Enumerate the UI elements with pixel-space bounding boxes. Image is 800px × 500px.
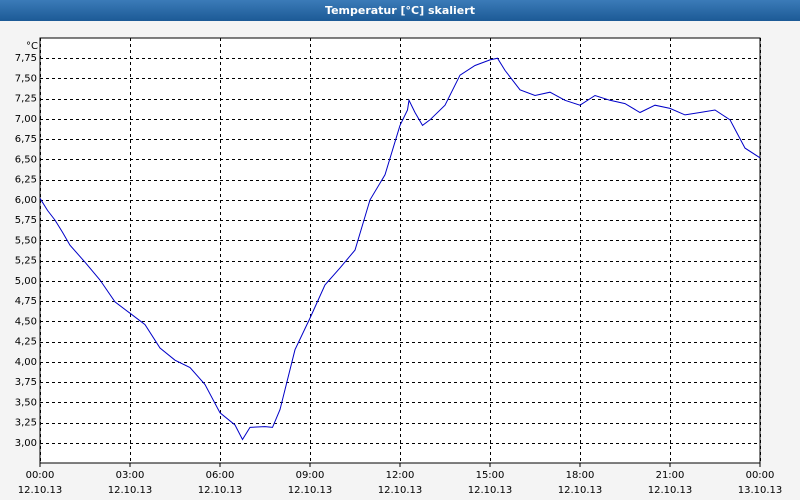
x-tick-label: 06:00 bbox=[206, 470, 235, 481]
y-tick-label: 5,25 bbox=[15, 256, 37, 267]
y-tick-label: 4,50 bbox=[15, 316, 37, 327]
x-tick-label: 15:00 bbox=[476, 470, 505, 481]
y-tick-label: 3,75 bbox=[15, 377, 37, 388]
x-tick-label: 21:00 bbox=[656, 470, 685, 481]
y-tick-label: 4,25 bbox=[15, 337, 37, 348]
y-tick-label: 3,25 bbox=[15, 418, 37, 429]
y-tick-label: 6,75 bbox=[15, 134, 37, 145]
y-tick-label: 6,00 bbox=[15, 195, 37, 206]
x-tick-label: 00:00 bbox=[746, 470, 775, 481]
chart-title: Temperatur [°C] skaliert bbox=[325, 4, 475, 17]
y-tick-label: 3,50 bbox=[15, 397, 37, 408]
y-tick-label: 3,00 bbox=[15, 438, 37, 449]
y-tick-label: 7,00 bbox=[15, 114, 37, 125]
x-tick-date: 12.10.13 bbox=[468, 485, 513, 496]
x-tick-date: 12.10.13 bbox=[18, 485, 63, 496]
x-tick-date: 12.10.13 bbox=[198, 485, 243, 496]
x-tick-date: 12.10.13 bbox=[648, 485, 693, 496]
y-unit: °C bbox=[26, 41, 38, 52]
y-tick-label: 7,75 bbox=[15, 53, 37, 64]
y-tick-label: 6,25 bbox=[15, 175, 37, 186]
data-line bbox=[39, 57, 761, 441]
x-tick-label: 09:00 bbox=[296, 470, 325, 481]
y-tick-label: 7,25 bbox=[15, 94, 37, 105]
title-bar bbox=[0, 0, 800, 21]
y-tick-label: 5,75 bbox=[15, 215, 37, 226]
y-tick-label: 7,50 bbox=[15, 73, 37, 84]
y-tick-label: 5,00 bbox=[15, 276, 37, 287]
x-tick-label: 03:00 bbox=[116, 470, 145, 481]
x-tick-date: 12.10.13 bbox=[558, 485, 603, 496]
x-tick-date: 12.10.13 bbox=[378, 485, 423, 496]
x-tick-label: 12:00 bbox=[386, 470, 415, 481]
y-tick-label: 5,50 bbox=[15, 235, 37, 246]
x-tick-date: 12.10.13 bbox=[108, 485, 153, 496]
y-tick-label: 4,00 bbox=[15, 357, 37, 368]
x-tick-label: 18:00 bbox=[566, 470, 595, 481]
x-tick-date: 12.10.13 bbox=[288, 485, 333, 496]
y-tick-label: 6,50 bbox=[15, 154, 37, 165]
y-tick-label: 4,75 bbox=[15, 296, 37, 307]
x-tick-date: 13.10.13 bbox=[738, 485, 783, 496]
x-tick-label: 00:00 bbox=[26, 470, 55, 481]
